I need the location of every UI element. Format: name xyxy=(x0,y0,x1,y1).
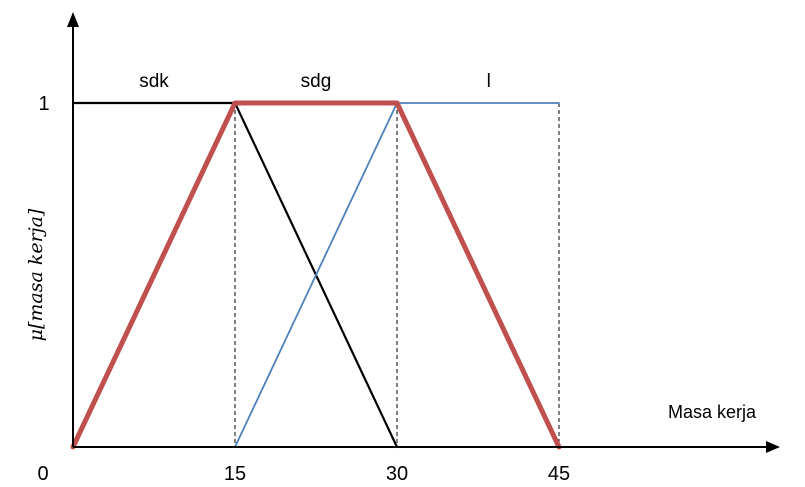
series-line-2 xyxy=(70,100,562,450)
y-axis-label: μ[masa kerja] xyxy=(25,208,47,341)
axes xyxy=(67,12,780,453)
series-group xyxy=(70,100,562,450)
x-tick-label-0: 0 xyxy=(37,463,48,485)
labels: 0 15 30 45 1 sdk sdg l xyxy=(37,71,570,485)
x-tick-label-2: 30 xyxy=(386,463,408,485)
set-label-0: sdk xyxy=(139,71,169,92)
y-tick-label-0: 1 xyxy=(38,93,49,115)
x-axis-label: Masa kerja xyxy=(668,402,757,422)
x-axis-arrow-icon xyxy=(766,441,780,453)
x-tick-label-1: 15 xyxy=(224,463,246,485)
set-label-1: sdg xyxy=(301,71,332,92)
set-label-2: l xyxy=(487,71,491,92)
y-axis-arrow-icon xyxy=(67,12,79,27)
dashed-guides xyxy=(234,103,560,447)
x-tick-label-3: 45 xyxy=(548,463,570,485)
